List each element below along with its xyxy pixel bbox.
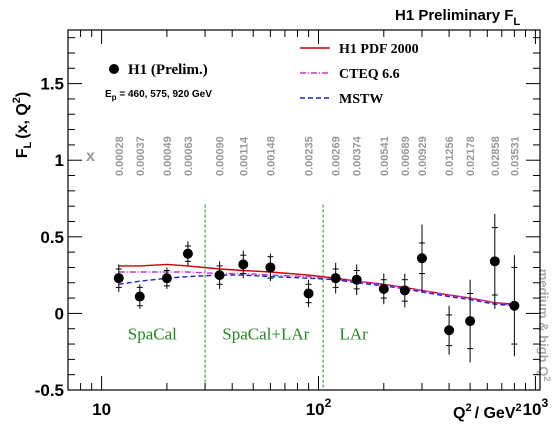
x-value-label-10: 0.00541 (379, 136, 391, 176)
x-value-label-16: 0.03531 (509, 136, 521, 176)
x-value-label-0: 0.00028 (114, 136, 126, 176)
region-label-0: SpaCal (128, 324, 177, 343)
series-line-h1-pdf-2000 (118, 263, 515, 305)
region-label-1: SpaCal+LAr (222, 324, 309, 343)
x-value-label-4: 0.00090 (215, 136, 227, 176)
data-point-9 (351, 274, 362, 285)
x-value-label-2: 0.00049 (162, 136, 174, 176)
data-point-4 (214, 270, 225, 281)
x-value-label-6: 0.00148 (265, 136, 277, 176)
y-axis-label: FL(x, Q2) (11, 92, 34, 159)
axes: -0.5 0 0.5 1 1.5 10 102 103 (35, 29, 549, 419)
data-point-1 (134, 291, 145, 302)
prediction-curves (118, 263, 515, 307)
x-tick-label-0: 10 (92, 400, 111, 419)
x-value-label-5: 0.00114 (238, 136, 250, 176)
legend-beam-energies: Ep = 460, 575, 920 GeV (105, 89, 212, 102)
h1-data-points (113, 213, 520, 363)
data-point-15 (489, 256, 500, 267)
y-tick-label-0: -0.5 (35, 381, 64, 400)
y-tick-label-2: 0.5 (40, 228, 64, 247)
chart-title: H1 Preliminary FL (395, 7, 520, 28)
y-tick-label-1: 0 (55, 304, 64, 323)
data-point-14 (465, 316, 476, 327)
x-value-label-11: 0.00689 (400, 136, 412, 176)
side-label: medium & high Q2 (536, 269, 552, 382)
data-point-7 (303, 288, 314, 299)
x-value-label-8: 0.00269 (331, 136, 343, 176)
x-value-label-3: 0.00063 (183, 136, 195, 176)
y-tick-label-3: 1 (55, 151, 64, 170)
x-value-label-9: 0.00374 (352, 135, 364, 176)
x-axis-label: Q2/ GeV2 (453, 402, 522, 422)
legend-label-h1pdf: H1 PDF 2000 (339, 42, 419, 57)
detector-boundaries (204, 204, 324, 390)
x-tick-label-2: 103 (523, 396, 549, 419)
x-tick-label-1: 102 (306, 396, 332, 419)
series-line-mstw (118, 274, 515, 307)
x-value-label-1: 0.00037 (135, 136, 147, 176)
legend-label-cteq: CTEQ 6.6 (339, 67, 400, 82)
data-point-2 (161, 273, 172, 284)
data-point-8 (330, 273, 341, 284)
data-point-16 (509, 300, 520, 311)
data-point-13 (444, 325, 455, 336)
legend: H1 (Prelim.) Ep = 460, 575, 920 GeV H1 P… (105, 42, 419, 107)
data-point-6 (265, 262, 276, 273)
data-point-0 (113, 273, 124, 284)
x-value-row: 0.00028 0.00037 0.00049 0.00063 0.00090 0.001… (114, 135, 522, 176)
detector-regions: SpaCal SpaCal+LAr LAr (128, 324, 368, 343)
legend-label-mstw: MSTW (339, 92, 383, 107)
data-point-3 (182, 248, 193, 259)
plot-frame (67, 29, 541, 391)
x-value-label-13: 0.01256 (444, 136, 456, 176)
data-point-12 (416, 253, 427, 264)
x-value-label-14: 0.02178 (465, 136, 477, 176)
y-tick-label-4: 1.5 (40, 75, 64, 94)
x-value-label-15: 0.02858 (490, 136, 502, 176)
legend-marker-h1 (109, 64, 119, 74)
x-value-label-7: 0.00235 (304, 136, 316, 176)
legend-label-h1: H1 (Prelim.) (128, 62, 208, 78)
region-label-2: LAr (340, 324, 369, 343)
data-point-11 (399, 285, 410, 296)
x-value-label-12: 0.00929 (417, 136, 429, 176)
x-row-label: x (86, 148, 95, 165)
data-point-5 (238, 259, 249, 270)
data-point-10 (378, 283, 389, 294)
